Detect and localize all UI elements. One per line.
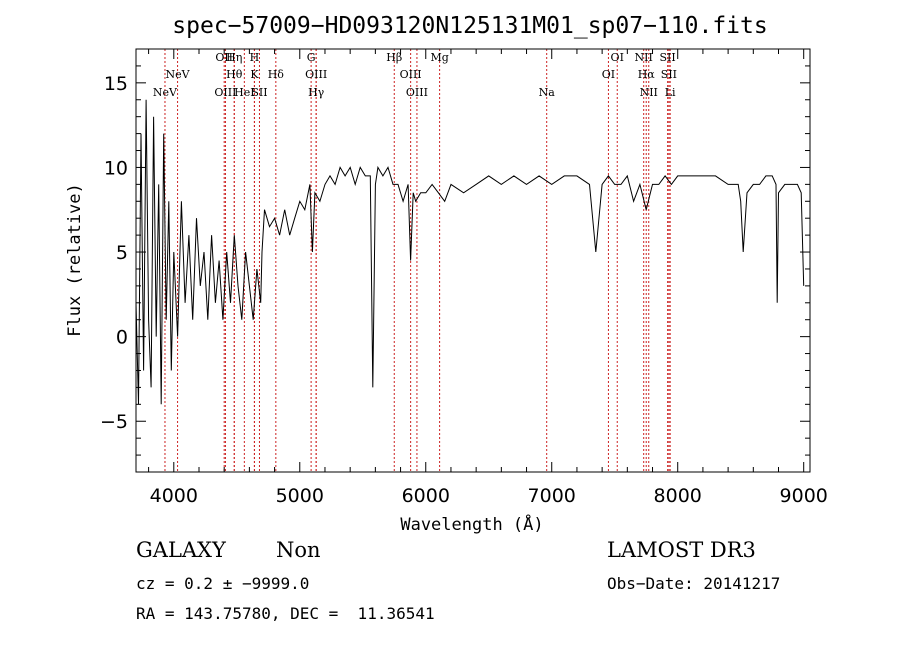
y-tick-label: 15 [104, 73, 128, 95]
reference-line-label: NeV [153, 86, 178, 99]
reference-line-label: Hδ [268, 68, 285, 81]
reference-line-label: OI [611, 51, 624, 64]
reference-line-label: OIII [305, 68, 327, 81]
reference-line-label: NeV [166, 68, 191, 81]
reference-line-label: Mg [430, 51, 448, 64]
y-axis-ticks: −5 0 5 10 15 [100, 48, 810, 456]
x-tick-label: 7000 [528, 485, 576, 507]
redshift-cz: cz = 0.2 ± −9999.0 [136, 574, 310, 593]
reference-line-label: NII [640, 86, 658, 99]
spectrum-line [135, 99, 805, 405]
reference-line-labels: NeVNeVOIIOIIIHηHθHeIHKSIIHδGOIIIHγHβOIII… [153, 51, 677, 99]
reference-line-label: G [307, 51, 316, 64]
reference-line-label: SII [661, 68, 677, 81]
reference-line-label: Hη [226, 51, 242, 64]
x-tick-label: 9000 [780, 485, 828, 507]
reference-line-label: Hγ [308, 86, 325, 99]
y-tick-label: −5 [100, 411, 128, 433]
x-tick-label: 8000 [654, 485, 702, 507]
reference-line-label: Hα [638, 68, 656, 81]
x-tick-label: 6000 [402, 485, 450, 507]
x-tick-label: 4000 [150, 485, 198, 507]
x-axis-label: Wavelength (Å) [400, 513, 543, 535]
reference-line-label: K [250, 68, 259, 81]
reference-line-label: Na [539, 86, 556, 99]
x-tick-label: 5000 [276, 485, 324, 507]
y-axis-label: Flux (relative) [65, 183, 85, 337]
ra-dec: RA = 143.75780, DEC = 11.36541 [136, 604, 435, 623]
reference-lines [164, 49, 671, 472]
reference-line-label: OIII [214, 86, 236, 99]
y-tick-label: 10 [104, 157, 128, 179]
reference-line-label: Hθ [226, 68, 243, 81]
reference-line-label: OII [215, 51, 233, 64]
reference-line-label: NII [635, 51, 653, 64]
reference-line-label: Li [665, 86, 676, 99]
reference-line-label: SII [660, 51, 676, 64]
reference-line-label: Hβ [386, 51, 402, 64]
obs-date: Obs−Date: 20141217 [607, 574, 781, 593]
chart-title: spec−57009−HD093120N125131M01_sp07−110.f… [172, 13, 767, 39]
y-tick-label: 5 [116, 242, 128, 264]
reference-line-label: HeI [234, 86, 254, 99]
reference-line-label: SII [251, 86, 267, 99]
object-class: GALAXY [136, 538, 226, 562]
reference-line-label: OI [602, 68, 615, 81]
reference-line-label: OIII [406, 86, 428, 99]
survey-name: LAMOST DR3 [607, 538, 756, 562]
reference-line-label: OIII [400, 68, 422, 81]
object-subclass: Non [276, 538, 321, 562]
plot-frame [135, 48, 811, 473]
x-axis-ticks: 4000 5000 6000 7000 8000 9000 [148, 49, 828, 507]
reference-line-label: H [250, 51, 260, 64]
y-tick-label: 0 [116, 327, 128, 349]
